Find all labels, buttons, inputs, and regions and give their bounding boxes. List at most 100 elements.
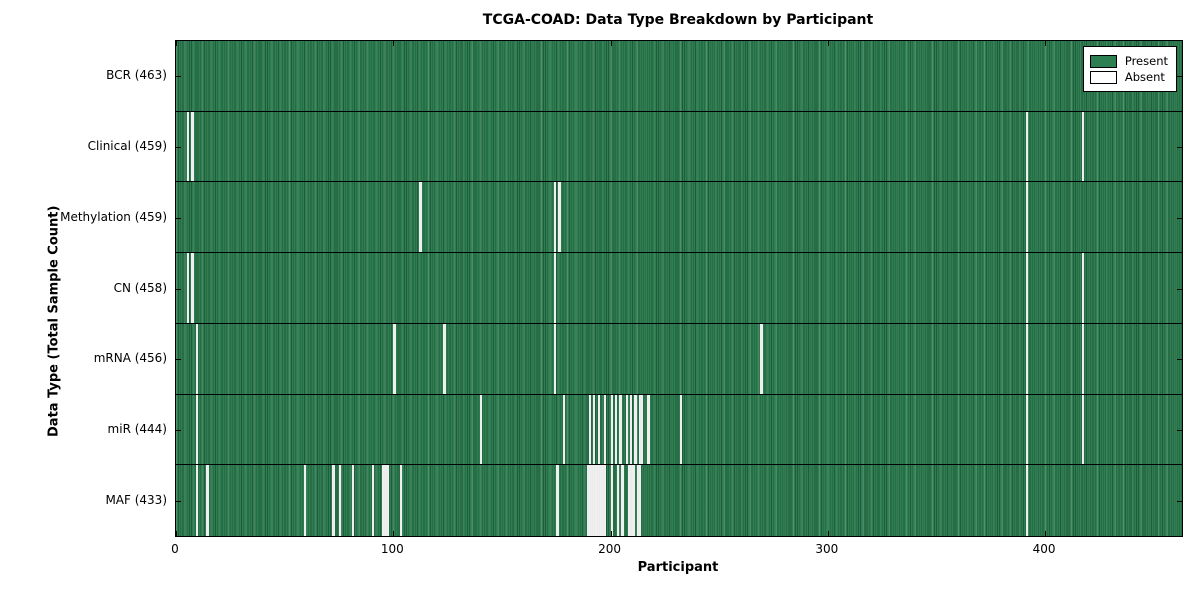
absent-stripe <box>636 465 639 536</box>
absent-stripe <box>647 394 650 465</box>
absent-stripe <box>680 394 683 465</box>
row-band-mrna <box>176 323 1182 395</box>
absent-stripe <box>604 394 607 465</box>
y-tick <box>176 359 181 361</box>
x-tick <box>610 41 612 46</box>
absent-stripe <box>760 323 763 394</box>
row-band-mir <box>176 394 1182 466</box>
y-tick <box>1177 500 1182 502</box>
x-tick <box>393 41 395 46</box>
absent-stripe <box>556 465 559 536</box>
absent-stripe <box>617 465 620 536</box>
absent-stripe <box>419 182 422 253</box>
absent-stripe <box>597 394 600 465</box>
absent-stripe <box>630 394 633 465</box>
absent-stripe <box>597 465 600 536</box>
absent-stripe <box>588 394 592 465</box>
absent-stripe <box>1082 111 1085 182</box>
absent-stripe <box>558 182 561 253</box>
absent-stripe <box>351 465 355 536</box>
absent-stripe <box>1025 323 1028 394</box>
x-tick-label: 400 <box>1032 542 1056 556</box>
absent-stripe <box>186 111 190 182</box>
absent-stripe <box>186 253 190 323</box>
absent-stripe <box>1025 111 1028 182</box>
absent-stripe <box>191 253 194 323</box>
x-tick <box>610 531 612 536</box>
y-axis-label-text: Data Type (Total Sample Count) <box>46 205 62 437</box>
y-tick <box>1177 288 1182 290</box>
x-tick <box>827 531 829 536</box>
absent-stripe <box>593 465 596 536</box>
absent-stripe <box>586 465 589 536</box>
row-band-bcr <box>176 41 1182 112</box>
y-tick <box>176 76 181 78</box>
absent-stripe <box>554 253 557 323</box>
absent-stripe <box>1025 394 1028 465</box>
absent-stripe <box>1082 394 1085 465</box>
absent-stripe <box>393 323 396 394</box>
plot-area: Present Absent <box>175 40 1183 537</box>
absent-stripe <box>614 394 618 465</box>
absent-stripe <box>399 465 403 536</box>
absent-stripe <box>627 465 631 536</box>
y-tick <box>1177 76 1182 78</box>
absent-stripe <box>595 465 598 536</box>
absent-stripe <box>604 465 607 536</box>
absent-stripe <box>619 394 622 465</box>
legend-absent-label: Absent <box>1124 70 1165 84</box>
absent-stripe <box>382 465 385 536</box>
x-tick <box>827 41 829 46</box>
present-swatch-icon <box>1089 54 1117 68</box>
row-label-mir: miR (444) <box>107 421 167 436</box>
absent-stripe <box>443 323 446 394</box>
absent-stripe <box>1025 253 1028 323</box>
absent-stripe <box>599 465 602 536</box>
row-label-mrna: mRNA (456) <box>93 351 167 366</box>
absent-stripe <box>1082 323 1085 394</box>
legend-item-present: Present <box>1089 54 1168 68</box>
absent-stripe <box>610 465 613 536</box>
x-tick-label: 200 <box>598 542 621 556</box>
y-tick <box>176 217 181 219</box>
y-tick <box>1177 147 1182 149</box>
y-tick <box>176 429 181 431</box>
absent-stripe <box>338 465 342 536</box>
absent-stripe <box>384 465 387 536</box>
x-tick-label: 100 <box>380 542 404 556</box>
x-tick <box>176 41 177 46</box>
x-tick <box>393 531 395 536</box>
chart-title: TCGA-COAD: Data Type Breakdown by Partic… <box>482 12 874 28</box>
absent-stripe <box>554 323 557 394</box>
absent-stripe <box>634 394 637 465</box>
absent-stripe <box>554 182 557 253</box>
y-tick <box>1177 217 1182 219</box>
absent-stripe <box>206 465 209 536</box>
absent-stripe <box>195 323 198 394</box>
absent-stripe <box>195 465 198 536</box>
absent-stripe <box>480 394 483 465</box>
row-band-methylation <box>176 182 1182 254</box>
absent-stripe <box>610 394 613 465</box>
x-tick-label: 0 <box>171 542 179 556</box>
absent-stripe <box>625 394 629 465</box>
absent-stripe <box>621 465 624 536</box>
absent-stripe <box>638 394 642 465</box>
absent-stripe <box>332 465 335 536</box>
x-tick <box>1045 41 1047 46</box>
absent-stripe <box>630 465 633 536</box>
absent-swatch-icon <box>1089 70 1117 84</box>
absent-stripe <box>386 465 390 536</box>
y-tick <box>176 288 181 290</box>
legend-present-label: Present <box>1124 54 1168 68</box>
row-band-cn <box>176 253 1182 324</box>
y-tick <box>176 147 181 149</box>
y-tick <box>1177 429 1182 431</box>
row-band-clinical <box>176 111 1182 183</box>
row-label-methylation: Methylation (459) <box>60 209 167 224</box>
absent-stripe <box>1025 182 1028 253</box>
y-tick <box>176 500 181 502</box>
absent-stripe <box>191 111 194 182</box>
y-tick <box>1177 359 1182 361</box>
